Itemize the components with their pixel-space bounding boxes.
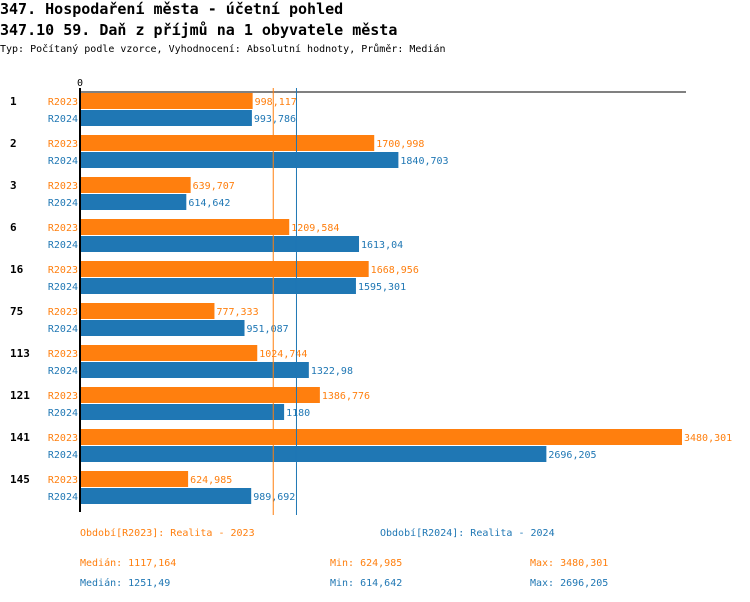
bar-R2024 bbox=[80, 446, 547, 462]
min-r2023: Min: 624,985 bbox=[330, 558, 403, 569]
category-label: 3 bbox=[10, 179, 17, 192]
series-label: R2024 bbox=[48, 450, 78, 461]
category-label: 121 bbox=[10, 389, 30, 402]
data-label: 1180 bbox=[286, 408, 310, 419]
data-label: 1700,998 bbox=[376, 139, 424, 150]
series-label: R2023 bbox=[48, 181, 78, 192]
bar-R2023 bbox=[80, 177, 191, 193]
series-label: R2024 bbox=[48, 282, 78, 293]
median-r2024: Medián: 1251,49 bbox=[80, 578, 171, 589]
data-label: 951,087 bbox=[247, 324, 289, 335]
bar-R2023 bbox=[80, 429, 682, 445]
data-label: 993,786 bbox=[254, 114, 296, 125]
median-r2023: Medián: 1117,164 bbox=[80, 558, 177, 569]
category-label: 2 bbox=[10, 137, 17, 150]
bar-R2024 bbox=[80, 404, 285, 420]
series-label: R2023 bbox=[48, 391, 78, 402]
series-label: R2024 bbox=[48, 366, 78, 377]
max-r2023: Max: 3480,301 bbox=[530, 558, 609, 569]
series-label: R2024 bbox=[48, 492, 78, 503]
series-label: R2023 bbox=[48, 265, 78, 276]
bar-R2023 bbox=[80, 93, 253, 109]
category-label: 141 bbox=[10, 431, 30, 444]
max-r2024: Max: 2696,205 bbox=[530, 578, 609, 589]
bar-R2024 bbox=[80, 194, 187, 210]
bar-R2024 bbox=[80, 236, 360, 252]
bar-R2023 bbox=[80, 387, 320, 403]
data-label: 1386,776 bbox=[322, 391, 370, 402]
category-label: 1 bbox=[10, 95, 17, 108]
series-label: R2024 bbox=[48, 114, 78, 125]
bar-R2023 bbox=[80, 219, 290, 235]
data-label: 639,707 bbox=[193, 181, 235, 192]
page-title: 347. Hospodaření města - účetní pohled bbox=[0, 0, 344, 18]
data-label: 989,692 bbox=[253, 492, 295, 503]
legend-r2024: Období[R2024]: Realita - 2024 bbox=[380, 528, 555, 539]
data-label: 777,333 bbox=[216, 307, 258, 318]
data-label: 1668,956 bbox=[371, 265, 419, 276]
series-label: R2023 bbox=[48, 475, 78, 486]
bar-R2024 bbox=[80, 320, 245, 336]
series-label: R2024 bbox=[48, 240, 78, 251]
data-label: 1024,744 bbox=[259, 349, 307, 360]
chart-info: Typ: Počítaný podle vzorce, Vyhodnocení:… bbox=[0, 44, 446, 55]
category-label: 145 bbox=[10, 473, 30, 486]
bar-R2023 bbox=[80, 303, 215, 319]
chart-subtitle: 347.10 59. Daň z příjmů na 1 obyvatele m… bbox=[0, 21, 398, 39]
series-label: R2023 bbox=[48, 307, 78, 318]
data-label: 1209,584 bbox=[291, 223, 339, 234]
data-label: 2696,205 bbox=[548, 450, 596, 461]
data-label: 998,117 bbox=[255, 97, 297, 108]
series-label: R2024 bbox=[48, 198, 78, 209]
bar-R2024 bbox=[80, 278, 356, 294]
category-label: 75 bbox=[10, 305, 23, 318]
min-r2024: Min: 614,642 bbox=[330, 578, 403, 589]
data-label: 1595,301 bbox=[358, 282, 406, 293]
series-label: R2024 bbox=[48, 408, 78, 419]
category-label: 113 bbox=[10, 347, 30, 360]
bar-R2023 bbox=[80, 471, 189, 487]
bar-R2023 bbox=[80, 261, 369, 277]
bar-R2024 bbox=[80, 488, 252, 504]
bar-R2024 bbox=[80, 152, 399, 168]
bar-R2023 bbox=[80, 345, 258, 361]
data-label: 1322,98 bbox=[311, 366, 353, 377]
data-label: 1613,04 bbox=[361, 240, 403, 251]
series-label: R2023 bbox=[48, 349, 78, 360]
series-label: R2023 bbox=[48, 433, 78, 444]
bar-R2024 bbox=[80, 110, 252, 126]
series-label: R2024 bbox=[48, 324, 78, 335]
bar-R2023 bbox=[80, 135, 375, 151]
data-label: 624,985 bbox=[190, 475, 232, 486]
series-label: R2024 bbox=[48, 156, 78, 167]
category-label: 6 bbox=[10, 221, 17, 234]
category-label: 16 bbox=[10, 263, 24, 276]
data-label: 3480,301 bbox=[684, 433, 732, 444]
series-label: R2023 bbox=[48, 223, 78, 234]
bar-R2024 bbox=[80, 362, 309, 378]
zero-tick-label: 0 bbox=[77, 78, 83, 89]
data-label: 614,642 bbox=[188, 198, 230, 209]
legend-r2023: Období[R2023]: Realita - 2023 bbox=[80, 528, 255, 539]
data-label: 1840,703 bbox=[400, 156, 448, 167]
series-label: R2023 bbox=[48, 97, 78, 108]
series-label: R2023 bbox=[48, 139, 78, 150]
